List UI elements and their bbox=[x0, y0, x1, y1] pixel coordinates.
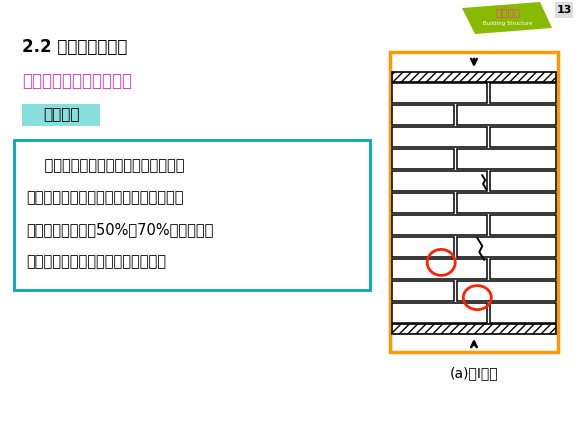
Bar bbox=[390, 52, 558, 352]
Bar bbox=[392, 281, 454, 301]
Bar bbox=[392, 83, 487, 103]
Bar bbox=[457, 149, 556, 169]
Bar bbox=[392, 171, 487, 191]
Bar bbox=[490, 303, 556, 323]
Bar bbox=[490, 171, 556, 191]
Bar bbox=[392, 193, 454, 213]
Text: 出现第一条（或第一批）裂缝时的荷载约: 出现第一条（或第一批）裂缝时的荷载约 bbox=[26, 190, 184, 205]
Bar bbox=[457, 193, 556, 213]
Bar bbox=[392, 259, 487, 279]
Bar bbox=[392, 127, 487, 147]
Text: 2.2 砌体的受压性能: 2.2 砌体的受压性能 bbox=[22, 38, 127, 56]
Bar bbox=[392, 72, 556, 82]
Bar bbox=[457, 237, 556, 257]
Bar bbox=[490, 127, 556, 147]
Text: 一、砌体的受压破坏特征: 一、砌体的受压破坏特征 bbox=[22, 72, 132, 90]
Bar bbox=[490, 83, 556, 103]
Text: (a)第Ⅰ阶段: (a)第Ⅰ阶段 bbox=[450, 366, 498, 380]
Text: 为砌体极限荷载的50%～70%，此时如果: 为砌体极限荷载的50%～70%，此时如果 bbox=[26, 222, 213, 237]
Text: 13: 13 bbox=[556, 5, 572, 15]
Text: 第一阶段: 第一阶段 bbox=[43, 108, 79, 123]
Bar bbox=[22, 104, 100, 126]
Text: 从砌体开始受压到单块砖出现裂缝。: 从砌体开始受压到单块砖出现裂缝。 bbox=[26, 158, 184, 173]
Polygon shape bbox=[462, 2, 552, 34]
Bar bbox=[392, 149, 454, 169]
Bar bbox=[392, 215, 487, 235]
Bar bbox=[392, 324, 556, 334]
Text: Building Structure: Building Structure bbox=[483, 20, 533, 25]
Bar bbox=[490, 215, 556, 235]
Bar bbox=[555, 2, 573, 18]
Bar bbox=[392, 105, 454, 125]
Text: 荷载不增加，裂缝也不会继续扩大。: 荷载不增加，裂缝也不会继续扩大。 bbox=[26, 254, 166, 269]
Bar bbox=[457, 105, 556, 125]
Bar bbox=[14, 140, 370, 290]
Text: 建筑结构: 建筑结构 bbox=[495, 7, 521, 17]
Bar bbox=[490, 259, 556, 279]
Bar bbox=[392, 303, 487, 323]
Bar bbox=[392, 237, 454, 257]
Bar bbox=[457, 281, 556, 301]
